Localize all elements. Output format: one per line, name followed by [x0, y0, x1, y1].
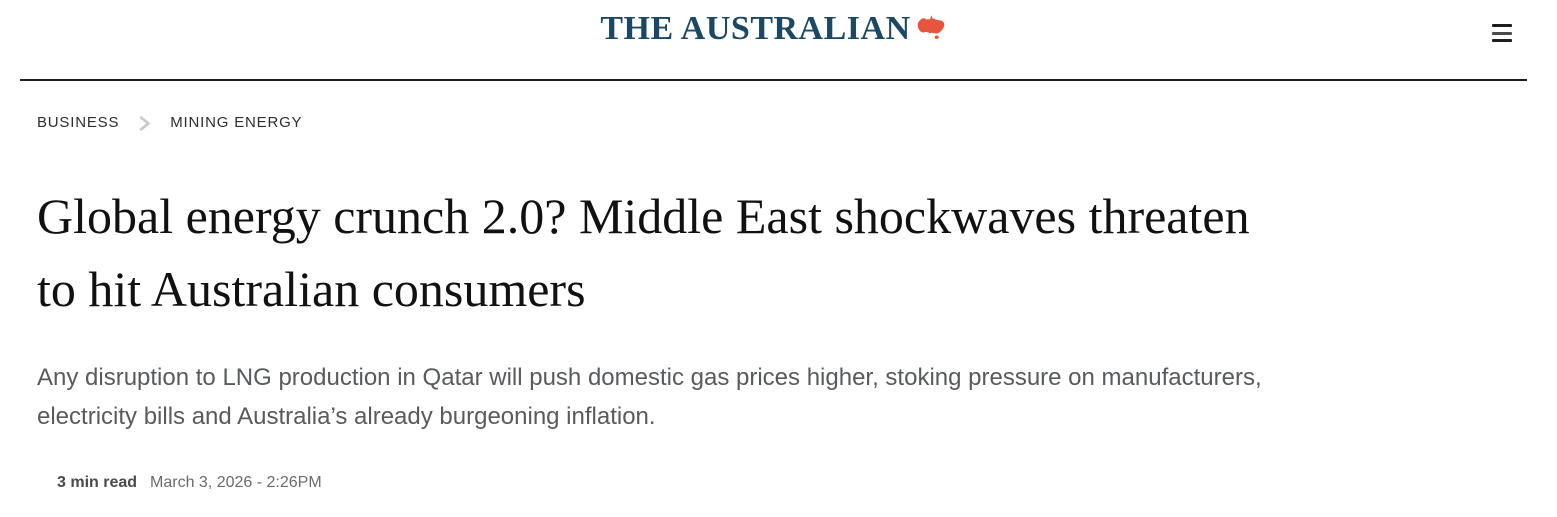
masthead-logo-link[interactable]: THE AUSTRALIAN: [20, 12, 1527, 46]
chevron-right-icon: [134, 113, 155, 134]
article-headline: Global energy crunch 2.0? Middle East sh…: [37, 180, 1520, 325]
standfirst-line-2: electricity bills and Australia’s alread…: [37, 402, 656, 430]
breadcrumb-item-business[interactable]: BUSINESS: [37, 114, 120, 131]
hamburger-menu-icon[interactable]: [1492, 23, 1512, 43]
headline-line-2: to hit Australian consumers: [37, 260, 586, 317]
site-header: THE AUSTRALIAN: [20, 0, 1527, 81]
publish-timestamp: March 3, 2026 - 2:26PM: [150, 473, 322, 491]
hamburger-bar: [1492, 31, 1512, 35]
australia-map-icon: [916, 14, 947, 40]
breadcrumb: BUSINESS MINING ENERGY: [37, 112, 1520, 134]
breadcrumb-item-mining-energy[interactable]: MINING ENERGY: [170, 114, 303, 131]
article-standfirst: Any disruption to LNG production in Qata…: [37, 359, 1520, 437]
hamburger-bar: [1492, 24, 1512, 27]
article-meta: 3 min read March 3, 2026 - 2:26PM: [57, 474, 1520, 492]
headline-line-1: Global energy crunch 2.0? Middle East sh…: [37, 188, 1250, 244]
standfirst-line-1: Any disruption to LNG production in Qata…: [37, 364, 1262, 391]
read-time-label: 3 min read: [57, 473, 138, 491]
masthead-title: THE AUSTRALIAN: [600, 10, 911, 47]
hamburger-bar: [1492, 39, 1512, 42]
